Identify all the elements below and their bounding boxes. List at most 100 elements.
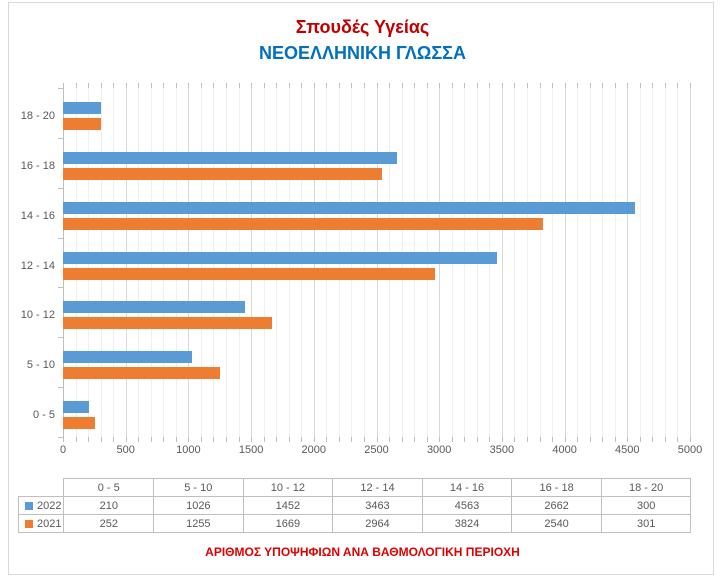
tick-bottom (363, 437, 365, 442)
tick-top (464, 83, 466, 88)
table-value-cell: 4563 (421, 496, 513, 515)
tick-bottom (88, 437, 90, 442)
table-header-cell: 0 - 5 (63, 478, 155, 497)
tick-top (602, 83, 604, 88)
tick-bottom (464, 437, 466, 442)
tick-bottom (690, 437, 691, 442)
tick-bottom (100, 437, 102, 442)
tick-top (363, 83, 365, 88)
tick-bottom (652, 437, 654, 442)
tick-bottom (526, 437, 528, 442)
tick-bottom (552, 437, 554, 442)
value-axis-label: 2000 (301, 444, 327, 456)
tick-bottom (175, 437, 177, 442)
table-value-cell: 2964 (332, 514, 423, 533)
tick-top (200, 83, 202, 88)
tick-bottom (150, 437, 152, 442)
bar-2022-12-14 (63, 251, 498, 264)
gridline-major (501, 88, 503, 437)
tick-bottom (589, 437, 591, 442)
tick-top (389, 83, 391, 88)
bar-2022-14-16 (63, 201, 636, 214)
tick-top (677, 83, 679, 88)
tick-top (627, 83, 629, 88)
bar-2021-14-16 (63, 217, 543, 230)
tick-top (401, 83, 403, 88)
category-label: 16 - 18 (20, 159, 55, 172)
axis-title: ΑΡΙΘΜΟΣ ΥΠΟΨΗΦΙΩΝ ΑΝΑ ΒΑΘΜΟΛΟΓΙΚΗ ΠΕΡΙΟΧ… (205, 545, 520, 559)
tick-top (150, 83, 152, 88)
tick-top (251, 83, 253, 88)
tick-bottom (338, 437, 340, 442)
tick-bottom (577, 437, 579, 442)
bar-2022-18-20 (63, 102, 101, 114)
value-axis-label: 0 (59, 444, 67, 456)
tick-top (614, 83, 616, 88)
tick-bottom (677, 437, 679, 442)
tick-bottom (238, 437, 240, 442)
tick-top (226, 83, 228, 88)
gridline-minor (614, 88, 616, 437)
tick-top (501, 83, 503, 88)
table-header-cell: 14 - 16 (421, 478, 513, 497)
category-label: 14 - 16 (20, 209, 55, 222)
tick-top (301, 83, 303, 88)
tick-bottom (226, 437, 228, 442)
bar-2022-5-10 (63, 351, 192, 364)
tick-top (552, 83, 554, 88)
legend-label-2021: 2021 (37, 517, 62, 530)
tick-bottom (113, 437, 115, 442)
tick-category (58, 88, 64, 89)
tick-bottom (426, 437, 428, 442)
value-axis-label: 1000 (176, 444, 201, 456)
tick-bottom (263, 437, 265, 442)
table-value-cell: 1669 (242, 514, 334, 533)
tick-top (376, 83, 378, 88)
tick-top (88, 83, 90, 88)
table-header-cell: 18 - 20 (600, 478, 692, 497)
tick-bottom (188, 437, 190, 442)
tick-top (75, 83, 77, 88)
tick-bottom (627, 437, 629, 442)
tick-category (58, 437, 64, 438)
value-axis-label: 2500 (364, 444, 389, 456)
table-value-cell: 1452 (242, 496, 334, 515)
table-header-cell: 10 - 12 (242, 478, 334, 497)
tick-category (58, 337, 64, 339)
tick-bottom (602, 437, 604, 442)
tick-bottom (476, 437, 478, 442)
table-row-2021: 2021 252 1255 1669 2964 3824 2540 301 (17, 514, 692, 533)
tick-bottom (639, 437, 641, 442)
tick-top (690, 83, 691, 88)
legend-key-cell: 2022 (17, 496, 65, 515)
tick-top (138, 83, 140, 88)
value-axis-label: 5000 (677, 444, 703, 456)
tick-category (58, 137, 64, 139)
bar-2021-0-5 (63, 417, 95, 430)
gridline-minor (664, 88, 666, 437)
gridline-minor (526, 88, 528, 437)
tick-top (188, 83, 190, 88)
category-label: 5 - 10 (26, 359, 55, 372)
tick-category (58, 387, 64, 389)
tick-bottom (351, 437, 353, 442)
tick-top (213, 83, 215, 88)
gridline-minor (589, 88, 591, 437)
tick-bottom (138, 437, 140, 442)
tick-top (564, 83, 566, 88)
category-label: 10 - 12 (20, 309, 55, 322)
tick-top (100, 83, 102, 88)
gridline-minor (602, 88, 604, 437)
tick-top (526, 83, 528, 88)
tick-bottom (514, 437, 516, 442)
table-value-cell: 210 (63, 496, 155, 515)
tick-top (288, 83, 290, 88)
tick-bottom (313, 437, 315, 442)
table-header-cell: 12 - 14 (332, 478, 423, 497)
tick-top (577, 83, 579, 88)
tick-bottom (301, 437, 303, 442)
tick-top (664, 83, 666, 88)
table-value-cell: 301 (600, 514, 692, 533)
table-value-cell: 3824 (421, 514, 513, 533)
tick-top (439, 83, 441, 88)
